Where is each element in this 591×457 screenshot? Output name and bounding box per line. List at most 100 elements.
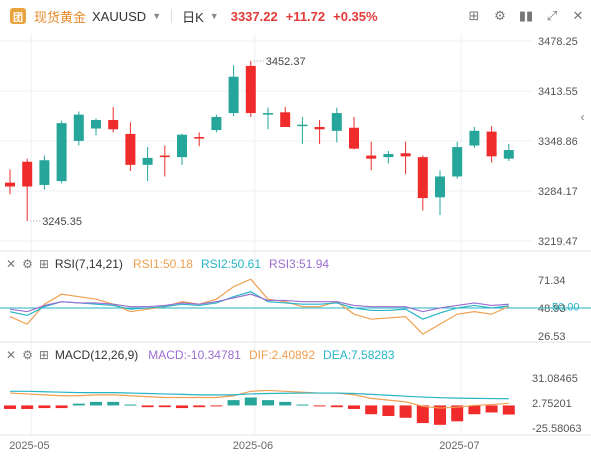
macd-histogram-bar <box>502 405 515 415</box>
candle <box>331 107 342 143</box>
candle-body <box>142 157 153 165</box>
macd-axis-tick-label: 2.75201 <box>532 398 572 410</box>
rsi-axis-tick-label: 26.53 <box>538 331 566 343</box>
candle <box>39 155 50 190</box>
panel-settings-icon[interactable]: ⚙ <box>22 257 33 271</box>
collapse-panel-icon[interactable]: ✕ <box>6 257 17 271</box>
symbol-code[interactable]: XAUUSD <box>92 8 147 24</box>
candle <box>383 150 394 164</box>
candle-body <box>211 116 222 131</box>
macd-value: MACD:-10.34781 <box>148 348 241 362</box>
rsi-legend: ✕ ⚙ ⊞ RSI(7,14,21) RSI1:50.18 RSI2:50.61… <box>6 257 337 271</box>
indicator-icon[interactable]: ⊞ <box>468 8 480 23</box>
collapse-left-arrow-icon[interactable]: ‹ <box>580 110 585 124</box>
candle-body <box>22 161 33 187</box>
candle-body <box>469 130 480 146</box>
candle <box>108 106 119 133</box>
timeframe-selector[interactable]: 日K <box>182 9 204 25</box>
panel-expand-icon[interactable]: ⊞ <box>38 348 49 362</box>
macd-histogram-bar <box>141 405 154 408</box>
candle-body <box>366 155 377 159</box>
chart-header: 团 现货黄金 XAUUSD ▼ 日K ▼ 3337.22 +11.72 +0.3… <box>0 0 591 32</box>
price-change-percent: +0.35% <box>333 8 378 24</box>
price-axis-tick-label: 3219.47 <box>538 236 578 248</box>
candle <box>469 126 480 148</box>
candle-body <box>349 127 359 149</box>
macd-axis-tick-label: -25.58063 <box>532 423 582 435</box>
rsi-series-line <box>9 278 510 335</box>
macd-histogram-bar <box>107 401 120 406</box>
candle <box>177 133 187 165</box>
rsi3-value: RSI3:51.94 <box>269 257 330 271</box>
price-axis-tick-label: 3348.86 <box>538 136 578 148</box>
symbol-dropdown-chevron-icon[interactable]: ▼ <box>152 11 162 21</box>
candle <box>263 107 273 130</box>
panel-expand-icon[interactable]: ⊞ <box>38 257 49 271</box>
expand-icon[interactable]: ⤢ <box>546 8 558 23</box>
candle <box>228 65 239 117</box>
time-axis-tick-label: 2025-05 <box>9 440 49 452</box>
rsi1-value: RSI1:50.18 <box>132 257 193 271</box>
candle-body <box>73 114 84 141</box>
candle <box>125 122 136 172</box>
candle-body <box>245 65 256 114</box>
macd-histogram-bar <box>416 405 429 424</box>
macd-histogram-bar <box>279 401 292 406</box>
price-axis-tick-label: 3478.25 <box>538 36 578 48</box>
candle-body <box>263 113 273 115</box>
candle <box>91 118 101 136</box>
settings-icon[interactable]: ⚙ <box>494 8 506 23</box>
candle <box>5 169 15 195</box>
candle-type-icon[interactable]: ▮▮ <box>518 8 534 23</box>
collapse-panel-icon[interactable]: ✕ <box>6 348 17 362</box>
candle-body <box>331 113 342 131</box>
candle <box>417 155 428 211</box>
extreme-price-label: 3245.35 <box>42 216 82 228</box>
candle-body <box>280 112 291 127</box>
chart-toolbar: ⊞ ⚙ ▮▮ ⤢ ✕ <box>461 6 591 26</box>
time-axis-tick-label: 2025-07 <box>439 440 479 452</box>
candle-body <box>435 176 445 198</box>
candle-body <box>417 157 428 199</box>
macd-histogram-bar <box>124 404 137 406</box>
candle-body <box>194 137 205 139</box>
macd-histogram-bar <box>176 405 188 409</box>
candle <box>349 116 359 150</box>
candle-body <box>108 120 119 130</box>
macd-histogram-bar <box>468 405 481 415</box>
macd-histogram-bar <box>451 405 464 422</box>
dea-value: DEA:7.58283 <box>323 348 395 362</box>
macd-histogram-bar <box>55 405 68 409</box>
macd-signal-line <box>9 389 509 409</box>
dif-value: DIF:2.40892 <box>248 348 316 362</box>
candle <box>486 126 497 163</box>
macd-title: MACD(12,26,9) <box>54 348 139 362</box>
macd-histogram-bar <box>193 405 206 408</box>
candle-body <box>91 120 101 129</box>
panel-settings-icon[interactable]: ⚙ <box>22 348 33 362</box>
symbol-name[interactable]: 现货黄金 <box>34 9 87 25</box>
macd-histogram-bar <box>262 400 274 406</box>
price-axis-tick-label: 3413.55 <box>538 86 578 98</box>
macd-histogram-bar <box>296 404 309 406</box>
timeframe-dropdown-chevron-icon[interactable]: ▼ <box>209 11 219 21</box>
candle <box>314 120 325 144</box>
rsi-axis-tick-label: 71.34 <box>538 275 566 287</box>
macd-histogram-bar <box>244 397 257 406</box>
candle-body <box>39 160 50 185</box>
candle-body <box>159 155 170 158</box>
candle-body <box>503 149 514 159</box>
macd-histogram-bar <box>434 405 446 425</box>
macd-histogram-bar <box>158 405 171 408</box>
candle <box>280 106 291 127</box>
macd-histogram-bar <box>210 405 223 407</box>
rsi-series-line <box>9 293 509 313</box>
close-icon[interactable]: ✕ <box>572 8 584 23</box>
candle-body <box>297 124 308 127</box>
macd-histogram-bar <box>21 405 34 409</box>
candle <box>22 158 33 221</box>
candle-body <box>125 133 136 165</box>
macd-histogram-bar <box>227 400 240 406</box>
macd-axis-tick-label: 31.08465 <box>532 373 578 385</box>
